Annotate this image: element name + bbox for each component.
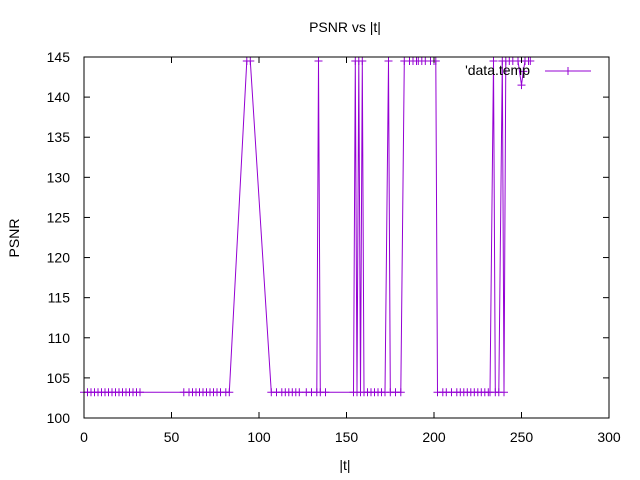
data-point bbox=[225, 388, 234, 397]
y-tick-label: 120 bbox=[47, 250, 71, 266]
data-point bbox=[314, 57, 323, 65]
legend-marker bbox=[564, 67, 572, 75]
data-point bbox=[295, 388, 304, 397]
x-tick-label: 50 bbox=[164, 429, 180, 445]
x-tick-label: 0 bbox=[80, 429, 88, 445]
data-point bbox=[358, 57, 367, 65]
data-point bbox=[514, 57, 522, 65]
x-tick-label: 100 bbox=[247, 429, 271, 445]
data-point bbox=[396, 388, 405, 397]
y-tick-label: 110 bbox=[48, 330, 71, 346]
plot-frame bbox=[83, 56, 610, 419]
y-tick-label: 105 bbox=[47, 370, 71, 386]
x-tick-label: 150 bbox=[335, 429, 359, 445]
series-line bbox=[84, 60, 531, 393]
data-point bbox=[526, 57, 535, 65]
y-tick-label: 140 bbox=[47, 89, 71, 105]
x-axis-title: |t| bbox=[339, 457, 350, 473]
data-point bbox=[489, 57, 498, 65]
y-axis-title: PSNR bbox=[6, 219, 22, 258]
x-tick-label: 200 bbox=[422, 429, 446, 445]
series-layer bbox=[80, 57, 535, 397]
y-tick-label: 135 bbox=[47, 129, 71, 145]
x-tick-label: 300 bbox=[597, 429, 621, 445]
y-tick-label: 100 bbox=[47, 410, 71, 426]
data-point bbox=[519, 67, 528, 76]
data-point bbox=[517, 81, 526, 90]
data-point bbox=[136, 388, 144, 397]
legend-label: 'data.temp bbox=[465, 62, 530, 78]
data-point bbox=[500, 388, 508, 397]
y-tick-label: 145 bbox=[47, 49, 71, 65]
x-tick-label: 250 bbox=[510, 429, 534, 445]
data-point bbox=[431, 57, 440, 65]
y-tick-label: 130 bbox=[47, 169, 71, 185]
axes-layer: 0 50 100 150 200 250 300 100 105 110 115 120 125 130 1… bbox=[47, 49, 621, 445]
y-tick-label: 125 bbox=[47, 209, 71, 225]
legend: 'data.temp bbox=[465, 62, 591, 78]
data-point bbox=[384, 57, 393, 65]
y-tick-label: 115 bbox=[48, 290, 71, 306]
data-point bbox=[321, 388, 330, 397]
chart-title: PSNR vs |t| bbox=[309, 19, 381, 35]
data-point bbox=[246, 57, 255, 65]
